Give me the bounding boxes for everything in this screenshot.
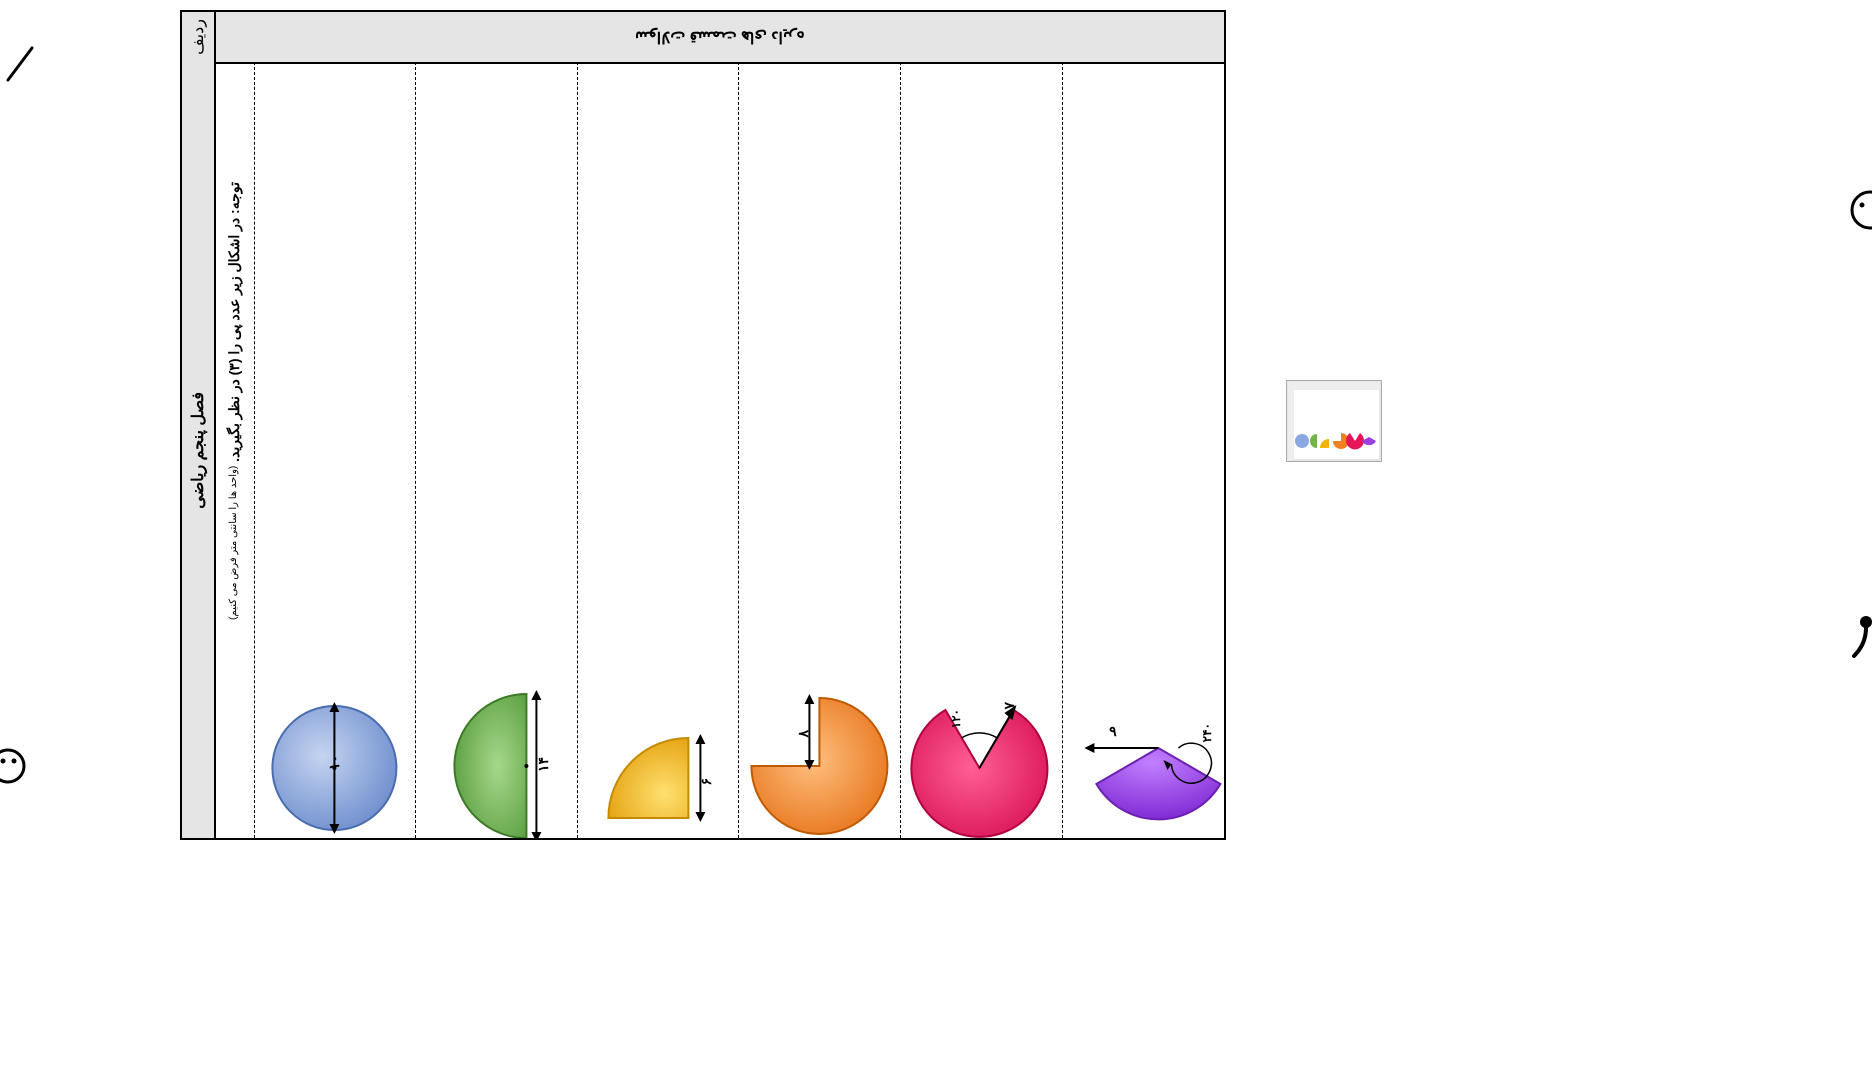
label-diameter-2: ۱۴ [535, 757, 551, 772]
label-diameter-1: ۱۰ [326, 755, 342, 770]
side-column: فصل پنجم ریاضی [182, 62, 216, 838]
cell-6: ۹ ۲۴۰ [1063, 62, 1224, 838]
cell-3: ۶ [578, 62, 740, 838]
header-title: سوالات قسمت های دایره [216, 12, 1224, 62]
instruction-column: توجه: در اشکال زیر عدد پی را (۳) در نظر … [214, 62, 255, 838]
cell-5: ۷ ۱۲۰ [901, 62, 1063, 838]
chapter-label: فصل پنجم ریاضی [189, 392, 208, 509]
label-angle-6: ۲۴۰ [1200, 723, 1214, 742]
label-radius-5: ۷ [1001, 702, 1017, 710]
edge-stroke-top-left [6, 44, 36, 93]
shape-three-quarter-circle: ۸ [739, 658, 900, 838]
label-radius-6: ۹ [1109, 723, 1117, 740]
shape-full-circle: ۱۰ [254, 658, 415, 838]
instruction-text: توجه: در اشکال زیر عدد پی را (۳) در نظر … [226, 182, 242, 620]
shape-quarter-circle: ۶ [578, 658, 739, 838]
label-angle-5: ۱۲۰ [949, 709, 963, 728]
cell-4: ۸ [739, 62, 901, 838]
row-label-cell: ردیف [182, 12, 216, 62]
cell-2: ۱۴ [416, 62, 578, 838]
worksheet: ردیف سوالات قسمت های دایره فصل پنجم ریاض… [180, 10, 1226, 840]
cells-container: ۱۰ ۱۴ [254, 62, 1224, 838]
shape-half-circle: ۱۴ [416, 658, 577, 838]
row-label: ردیف [189, 19, 208, 55]
label-radius-4: ۸ [795, 730, 811, 738]
edge-stroke-bottom-left [0, 740, 36, 799]
label-radius-3: ۶ [698, 778, 714, 786]
cell-1: ۱۰ [254, 62, 416, 838]
shape-sector-pink: ۷ ۱۲۰ [901, 658, 1062, 838]
shape-sector-purple: ۹ ۲۴۰ [1063, 658, 1224, 838]
edge-stroke-bottom-right [1846, 610, 1872, 669]
edge-stroke-top-right [1842, 186, 1872, 245]
thumbnail-preview [1286, 380, 1382, 462]
header-row: ردیف سوالات قسمت های دایره [182, 12, 1224, 64]
